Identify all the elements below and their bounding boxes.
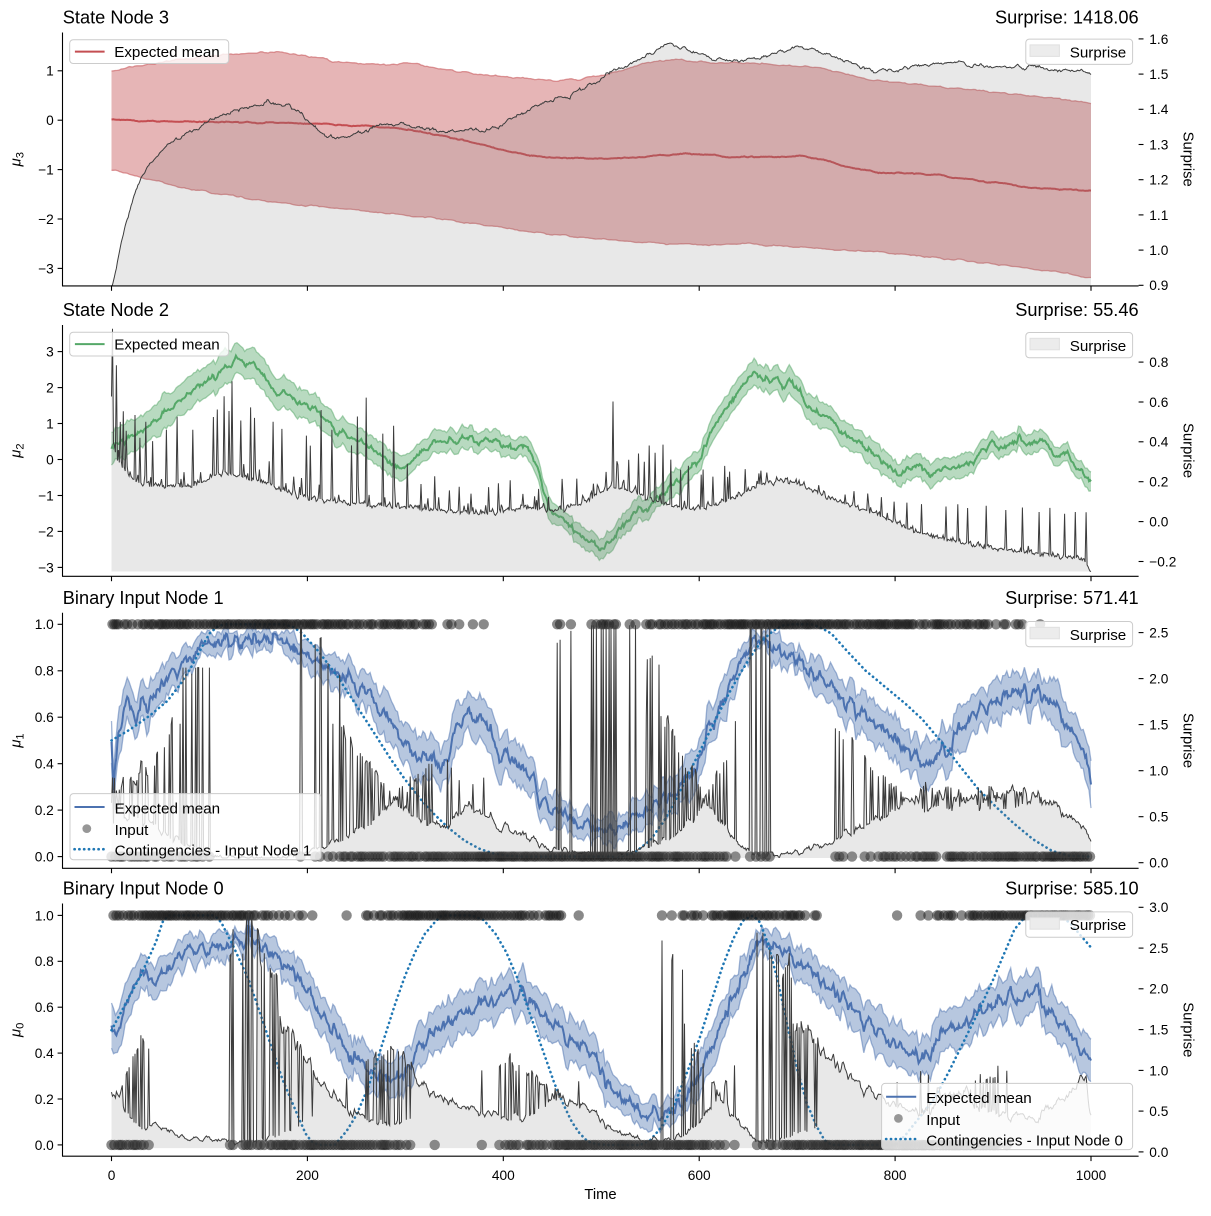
svg-text:1.5: 1.5 bbox=[1149, 718, 1168, 733]
svg-text:Binary Input Node 0: Binary Input Node 0 bbox=[63, 879, 224, 899]
svg-text:0.4: 0.4 bbox=[35, 757, 54, 772]
svg-text:1.0: 1.0 bbox=[35, 908, 54, 923]
svg-text:Expected mean: Expected mean bbox=[926, 1090, 1032, 1107]
svg-text:0: 0 bbox=[108, 1168, 116, 1183]
svg-text:800: 800 bbox=[884, 1168, 907, 1183]
svg-text:Surprise: Surprise bbox=[1180, 132, 1196, 187]
svg-text:Surprise: Surprise bbox=[1070, 338, 1127, 355]
svg-text:1: 1 bbox=[46, 64, 54, 79]
svg-text:0.8: 0.8 bbox=[35, 954, 54, 969]
svg-text:Time: Time bbox=[584, 1187, 616, 1203]
svg-text:0.0: 0.0 bbox=[35, 1138, 54, 1153]
svg-text:−3: −3 bbox=[38, 261, 54, 276]
svg-text:0.0: 0.0 bbox=[1149, 1145, 1168, 1160]
svg-text:−0.2: −0.2 bbox=[1149, 554, 1176, 569]
svg-text:Surprise: 55.46: Surprise: 55.46 bbox=[1015, 300, 1138, 320]
svg-text:Expected mean: Expected mean bbox=[114, 337, 220, 354]
svg-text:Input: Input bbox=[115, 822, 150, 839]
svg-text:Surprise: Surprise bbox=[1180, 1002, 1196, 1057]
svg-text:0.0: 0.0 bbox=[1149, 515, 1168, 530]
svg-text:400: 400 bbox=[492, 1168, 515, 1183]
svg-text:0.6: 0.6 bbox=[1149, 395, 1168, 410]
svg-text:1.4: 1.4 bbox=[1149, 102, 1168, 117]
svg-text:State Node 2: State Node 2 bbox=[63, 300, 169, 320]
svg-text:Surprise: 585.10: Surprise: 585.10 bbox=[1005, 879, 1138, 899]
svg-text:2.5: 2.5 bbox=[1149, 941, 1168, 956]
svg-text:600: 600 bbox=[688, 1168, 711, 1183]
svg-text:0.6: 0.6 bbox=[35, 710, 54, 725]
svg-text:0.5: 0.5 bbox=[1149, 810, 1168, 825]
svg-text:1.0: 1.0 bbox=[35, 617, 54, 632]
svg-text:State Node 3: State Node 3 bbox=[63, 8, 169, 28]
svg-text:Contingencies - Input Node 1: Contingencies - Input Node 1 bbox=[115, 843, 312, 860]
svg-text:Surprise: 1418.06: Surprise: 1418.06 bbox=[995, 8, 1139, 28]
svg-text:0.2: 0.2 bbox=[35, 1092, 54, 1107]
svg-text:0.0: 0.0 bbox=[35, 850, 54, 865]
svg-text:μ2: μ2 bbox=[9, 443, 27, 458]
svg-text:2.0: 2.0 bbox=[1149, 982, 1168, 997]
svg-text:1.0: 1.0 bbox=[1149, 764, 1168, 779]
svg-text:μ0: μ0 bbox=[9, 1023, 27, 1038]
svg-text:1000: 1000 bbox=[1076, 1168, 1107, 1183]
svg-text:−2: −2 bbox=[38, 212, 54, 227]
svg-text:0.9: 0.9 bbox=[1149, 278, 1168, 293]
svg-text:0: 0 bbox=[46, 113, 54, 128]
svg-text:200: 200 bbox=[296, 1168, 319, 1183]
svg-text:Surprise: 571.41: Surprise: 571.41 bbox=[1005, 588, 1138, 608]
svg-text:−3: −3 bbox=[38, 560, 54, 575]
svg-text:0: 0 bbox=[46, 452, 54, 467]
svg-text:Surprise: Surprise bbox=[1070, 44, 1127, 61]
svg-text:Expected mean: Expected mean bbox=[115, 800, 221, 817]
svg-text:1.5: 1.5 bbox=[1149, 1023, 1168, 1038]
svg-text:μ3: μ3 bbox=[9, 152, 27, 167]
svg-text:0.6: 0.6 bbox=[35, 1000, 54, 1015]
svg-text:Contingencies - Input Node 0: Contingencies - Input Node 0 bbox=[926, 1132, 1123, 1149]
svg-text:1.0: 1.0 bbox=[1149, 1063, 1168, 1078]
svg-text:μ1: μ1 bbox=[9, 733, 27, 748]
svg-text:Surprise: Surprise bbox=[1070, 627, 1127, 644]
svg-text:0.5: 0.5 bbox=[1149, 1104, 1168, 1119]
svg-text:Expected mean: Expected mean bbox=[114, 44, 220, 61]
svg-text:1.3: 1.3 bbox=[1149, 137, 1168, 152]
svg-text:1.6: 1.6 bbox=[1149, 32, 1168, 47]
svg-text:2.5: 2.5 bbox=[1149, 626, 1168, 641]
svg-text:Binary Input Node 1: Binary Input Node 1 bbox=[63, 588, 224, 608]
svg-text:0.4: 0.4 bbox=[35, 1046, 54, 1061]
svg-text:Surprise: Surprise bbox=[1180, 713, 1196, 768]
svg-text:1.0: 1.0 bbox=[1149, 243, 1168, 258]
svg-text:−2: −2 bbox=[38, 524, 54, 539]
svg-text:0.0: 0.0 bbox=[1149, 856, 1168, 871]
svg-text:Surprise: Surprise bbox=[1070, 917, 1127, 934]
svg-text:0.8: 0.8 bbox=[35, 664, 54, 679]
svg-text:1.5: 1.5 bbox=[1149, 67, 1168, 82]
svg-text:1.1: 1.1 bbox=[1149, 208, 1168, 223]
svg-text:1.2: 1.2 bbox=[1149, 173, 1168, 188]
svg-text:Input: Input bbox=[926, 1112, 961, 1129]
svg-text:Surprise: Surprise bbox=[1180, 423, 1196, 478]
svg-text:1: 1 bbox=[46, 416, 54, 431]
svg-text:−1: −1 bbox=[38, 488, 54, 503]
svg-text:0.2: 0.2 bbox=[1149, 475, 1168, 490]
svg-text:0.8: 0.8 bbox=[1149, 355, 1168, 370]
svg-text:0.4: 0.4 bbox=[1149, 435, 1168, 450]
svg-text:0.2: 0.2 bbox=[35, 803, 54, 818]
svg-text:3: 3 bbox=[46, 345, 54, 360]
svg-text:3.0: 3.0 bbox=[1149, 900, 1168, 915]
svg-text:2: 2 bbox=[46, 381, 54, 396]
svg-text:2.0: 2.0 bbox=[1149, 672, 1168, 687]
svg-text:−1: −1 bbox=[38, 163, 54, 178]
